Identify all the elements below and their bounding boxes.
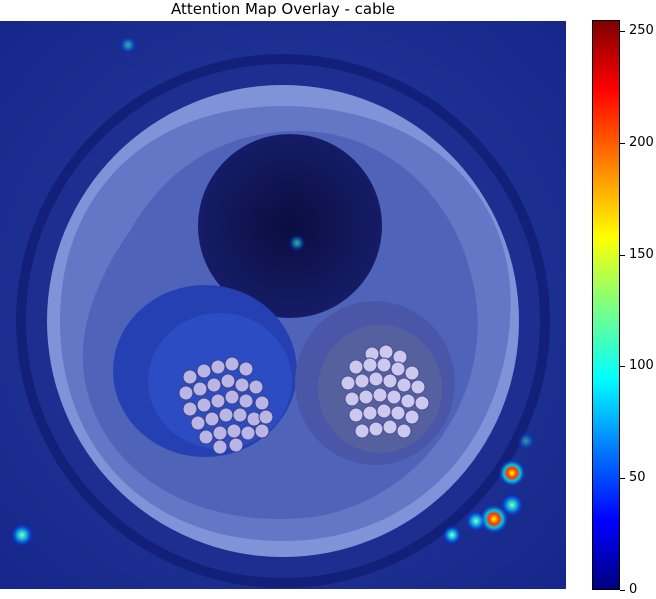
colorbar-tick-label: 100 (629, 358, 654, 374)
colorbar-tick (620, 366, 625, 368)
left-strands (178, 356, 274, 455)
attention-hotspots (10, 36, 535, 547)
colorbar (592, 20, 620, 590)
colorbar-tick (620, 31, 625, 33)
right-strands (340, 344, 430, 439)
colorbar-tick-label: 200 (629, 134, 654, 150)
colorbar-tick-label: 0 (629, 582, 638, 597)
colorbar-tick (620, 254, 625, 256)
colorbar-tick (620, 590, 625, 591)
plot-title: Attention Map Overlay - cable (170, 0, 396, 18)
top-core (198, 134, 382, 318)
colorbar-tick-label: 150 (629, 246, 654, 262)
colorbar-tick-label: 50 (629, 470, 646, 486)
colorbar-tick (620, 142, 625, 144)
attention-overlay-image (0, 21, 566, 589)
colorbar-tick-label: 250 (629, 23, 654, 39)
colorbar-tick (620, 478, 625, 480)
